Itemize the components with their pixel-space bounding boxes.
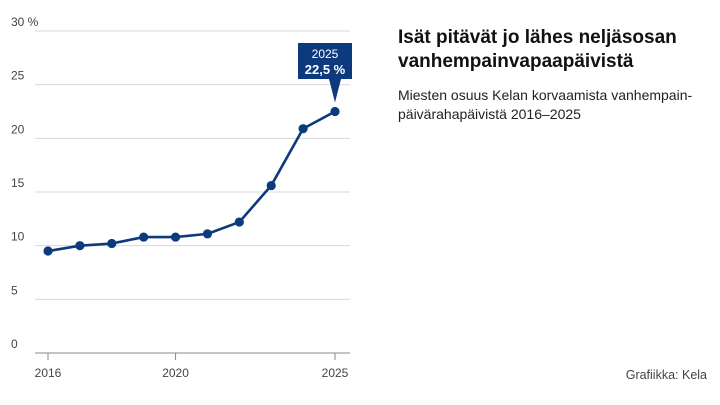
data-point bbox=[234, 217, 244, 227]
y-tick-label: 15 bbox=[11, 176, 25, 190]
x-tick-label: 2025 bbox=[322, 366, 349, 380]
y-tick-label: 20 bbox=[11, 122, 25, 136]
data-point bbox=[75, 241, 85, 251]
x-tick-label: 2020 bbox=[162, 366, 189, 380]
callout-box bbox=[298, 43, 352, 79]
chart-title: Isät pitävät jo lähes neljäsosan vanhemp… bbox=[398, 27, 677, 72]
y-tick-label: 25 bbox=[11, 69, 25, 83]
data-point bbox=[170, 232, 181, 242]
data-point bbox=[43, 246, 53, 256]
chart-subtitle: Miesten osuus Kelan korvaamista vanhempa… bbox=[398, 87, 693, 122]
series-line bbox=[46, 110, 337, 253]
callout-year: 2025 bbox=[312, 47, 339, 61]
data-point bbox=[266, 180, 276, 191]
callout-value: 22,5 % bbox=[305, 62, 346, 77]
source-credit: Grafiikka: Kela bbox=[625, 368, 707, 382]
x-tick-label: 2016 bbox=[35, 366, 62, 380]
y-tick-label: 10 bbox=[11, 230, 25, 244]
callout-pointer bbox=[329, 79, 341, 103]
y-tick-label: 0 bbox=[11, 337, 18, 351]
data-point bbox=[107, 238, 117, 249]
data-point bbox=[139, 232, 149, 242]
y-tick-label: 5 bbox=[11, 283, 18, 297]
y-tick-label: 30 % bbox=[11, 15, 39, 29]
data-point bbox=[202, 229, 213, 239]
data-point bbox=[298, 124, 308, 134]
data-point bbox=[330, 106, 340, 117]
